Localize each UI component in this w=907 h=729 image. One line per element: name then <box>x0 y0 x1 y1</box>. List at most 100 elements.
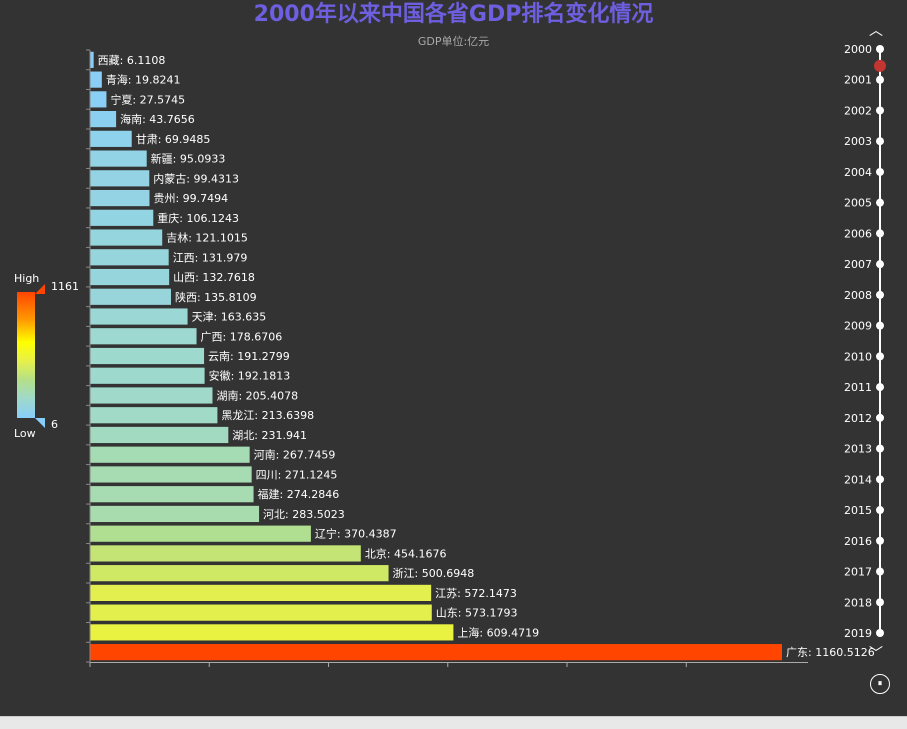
timeline-current-marker[interactable] <box>874 59 886 72</box>
timeline-dot-2004[interactable] <box>876 167 884 176</box>
bar-广东[interactable] <box>90 644 782 661</box>
timeline-dot-2003[interactable] <box>876 137 884 146</box>
timeline-dot-2002[interactable] <box>876 106 884 115</box>
timeline-dot-2014[interactable] <box>876 475 884 484</box>
bar-label-青海: 青海: 19.8241 <box>106 73 181 87</box>
timeline-year-2007[interactable]: 2007 <box>844 258 872 271</box>
timeline-year-2013[interactable]: 2013 <box>844 443 872 456</box>
bar-内蒙古[interactable] <box>90 170 150 187</box>
bar-贵州[interactable] <box>90 189 150 207</box>
pause-button[interactable]: ⏸ <box>870 674 890 694</box>
bar-湖南[interactable] <box>90 387 213 404</box>
timeline-dot-2019[interactable] <box>876 629 884 637</box>
bar-label-吉林: 吉林: 121.1015 <box>166 231 248 245</box>
bar-label-广东: 广东: 1160.5126 <box>786 646 875 659</box>
bar-新疆[interactable] <box>90 150 147 167</box>
bar-青海[interactable] <box>90 71 102 88</box>
timeline-year-2005[interactable]: 2005 <box>844 197 872 210</box>
bottom-scrollbar[interactable] <box>0 716 907 729</box>
timeline-dot-2006[interactable] <box>876 229 884 238</box>
timeline-dot-2010[interactable] <box>876 352 884 361</box>
bar-上海[interactable] <box>90 624 454 641</box>
bar-label-山西: 山西: 132.7618 <box>173 271 255 284</box>
timeline-year-2000[interactable]: 2000 <box>844 43 872 56</box>
bar-label-海南: 海南: 43.7656 <box>120 112 195 126</box>
bar-label-贵州: 贵州: 99.7494 <box>153 192 228 205</box>
timeline-year-2015[interactable]: 2015 <box>844 504 872 517</box>
bar-海南[interactable] <box>90 111 117 128</box>
bar-天津[interactable] <box>90 308 188 325</box>
bar-label-辽宁: 辽宁: 370.4387 <box>315 527 397 541</box>
bar-label-内蒙古: 内蒙古: 99.4313 <box>153 171 239 185</box>
bar-西藏[interactable] <box>90 51 94 68</box>
timeline-dot-2009[interactable] <box>876 321 884 330</box>
timeline-year-2016[interactable]: 2016 <box>844 535 872 548</box>
timeline-dot-2011[interactable] <box>876 383 884 392</box>
bar-label-江苏: 江苏: 572.1473 <box>435 587 517 600</box>
timeline-dot-2012[interactable] <box>876 413 884 422</box>
timeline-dot-2016[interactable] <box>876 536 884 545</box>
bar-河南[interactable] <box>90 446 250 463</box>
timeline-year-2009[interactable]: 2009 <box>844 320 872 333</box>
bar-陕西[interactable] <box>90 288 171 305</box>
timeline-dot-2001[interactable] <box>876 75 884 84</box>
bar-宁夏[interactable] <box>90 91 107 108</box>
timeline-year-2019[interactable]: 2019 <box>844 627 872 640</box>
bar-河北[interactable] <box>90 505 260 523</box>
bar-北京[interactable] <box>90 545 361 562</box>
bar-label-新疆: 新疆: 95.0933 <box>151 152 226 166</box>
timeline-next-icon[interactable]: ﹀ <box>869 646 883 662</box>
bar-浙江[interactable] <box>90 565 389 582</box>
bar-label-湖南: 湖南: 205.4078 <box>216 389 298 402</box>
timeline-dot-2005[interactable] <box>876 198 884 207</box>
bar-山东[interactable] <box>90 604 432 621</box>
bar-湖北[interactable] <box>90 426 229 444</box>
timeline-year-2003[interactable]: 2003 <box>844 135 872 148</box>
bars-layer: 西藏: 6.1108 青海: 19.8241 宁夏: 27.5745 海南: 43.7… <box>90 51 875 661</box>
timeline-dot-2013[interactable] <box>876 444 884 453</box>
timeline-year-2001[interactable]: 2001 <box>844 74 872 87</box>
timeline-year-2018[interactable]: 2018 <box>844 596 872 609</box>
bar-江苏[interactable] <box>90 584 432 601</box>
timeline-year-2008[interactable]: 2008 <box>844 289 872 302</box>
timeline-dot-2017[interactable] <box>876 567 884 576</box>
visual-map-legend[interactable]: High 1161 6 Low <box>14 272 79 442</box>
bar-重庆[interactable] <box>90 209 154 226</box>
bar-安徽[interactable] <box>90 367 205 384</box>
bar-甘肃[interactable] <box>90 130 132 147</box>
timeline-dot-2015[interactable] <box>876 506 884 515</box>
timeline-prev-icon[interactable]: ︿ <box>869 23 883 39</box>
timeline-year-2012[interactable]: 2012 <box>844 412 872 425</box>
timeline-year-2011[interactable]: 2011 <box>844 381 872 394</box>
bar-label-甘肃: 甘肃: 69.9485 <box>136 133 211 146</box>
timeline-year-2010[interactable]: 2010 <box>844 350 872 363</box>
bar-label-安徽: 安徽: 192.1813 <box>209 369 291 383</box>
timeline-year-2014[interactable]: 2014 <box>844 473 872 486</box>
bar-四川[interactable] <box>90 466 252 483</box>
chart-subtitle: GDP单位:亿元 <box>417 35 490 48</box>
bar-云南[interactable] <box>90 347 205 365</box>
timeline-dot-2007[interactable] <box>876 260 884 269</box>
axis-layer <box>86 49 808 667</box>
bar-福建[interactable] <box>90 486 254 503</box>
bar-辽宁[interactable] <box>90 525 311 542</box>
bar-广西[interactable] <box>90 328 197 345</box>
timeline-dot-2000[interactable] <box>876 45 884 53</box>
bar-label-四川: 四川: 271.1245 <box>256 468 338 481</box>
bar-黑龙江[interactable] <box>90 407 218 424</box>
timeline-year-2006[interactable]: 2006 <box>844 227 872 240</box>
bar-label-上海: 上海: 609.4719 <box>457 625 539 639</box>
bar-label-天津: 天津: 163.635 <box>192 311 267 324</box>
visual-map-top-handle[interactable] <box>35 284 45 294</box>
timeline-dot-2018[interactable] <box>876 598 884 607</box>
visual-map-gradient-bar[interactable] <box>17 292 35 418</box>
bar-江西[interactable] <box>90 249 169 266</box>
bar-山西[interactable] <box>90 268 170 286</box>
bar-吉林[interactable] <box>90 229 163 246</box>
visual-map-bottom-handle[interactable] <box>35 418 45 428</box>
timeline-year-2002[interactable]: 2002 <box>844 104 872 117</box>
timeline-year-2017[interactable]: 2017 <box>844 566 872 579</box>
timeline-year-2004[interactable]: 2004 <box>844 166 872 179</box>
timeline-dot-2008[interactable] <box>876 290 884 299</box>
